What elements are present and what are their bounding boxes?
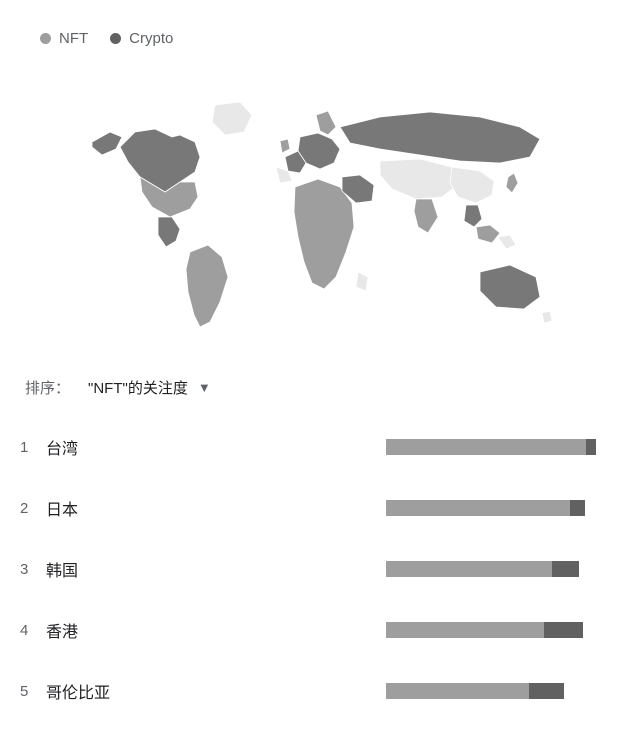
- table-row[interactable]: 2日本: [20, 477, 620, 538]
- world-map: [20, 77, 620, 347]
- rank-label: 香港: [46, 618, 386, 642]
- bar-segment-crypto: [544, 622, 583, 638]
- rank-label: 台湾: [46, 435, 386, 459]
- bar-segment-nft: [386, 683, 529, 699]
- chevron-down-icon: ▼: [198, 380, 211, 395]
- rank-number: 2: [20, 500, 46, 517]
- ranking-list: 1台湾2日本3韩国4香港5哥伦比亚: [20, 416, 620, 721]
- sort-label: 排序：: [25, 377, 70, 398]
- bar-segment-crypto: [529, 683, 565, 699]
- rank-number: 3: [20, 561, 46, 578]
- rank-bar: [386, 683, 596, 699]
- bar-segment-nft: [386, 500, 570, 516]
- rank-bar: [386, 622, 596, 638]
- bar-segment-crypto: [552, 561, 579, 577]
- table-row[interactable]: 5哥伦比亚: [20, 660, 620, 721]
- rank-bar: [386, 439, 596, 455]
- bar-segment-nft: [386, 622, 544, 638]
- rank-number: 4: [20, 622, 46, 639]
- legend-label: Crypto: [129, 30, 173, 47]
- legend: NFT Crypto: [40, 30, 620, 47]
- sort-dropdown-text: "NFT"的关注度: [88, 377, 188, 398]
- legend-item[interactable]: NFT: [40, 30, 88, 47]
- sort-dropdown[interactable]: "NFT"的关注度 ▼: [88, 377, 211, 398]
- legend-label: NFT: [59, 30, 88, 47]
- legend-dot-icon: [110, 33, 121, 44]
- table-row[interactable]: 1台湾: [20, 416, 620, 477]
- bar-segment-nft: [386, 439, 586, 455]
- bar-segment-nft: [386, 561, 552, 577]
- legend-dot-icon: [40, 33, 51, 44]
- bar-segment-crypto: [570, 500, 586, 516]
- table-row[interactable]: 4香港: [20, 599, 620, 660]
- rank-label: 日本: [46, 496, 386, 520]
- rank-label: 韩国: [46, 557, 386, 581]
- legend-item[interactable]: Crypto: [110, 30, 173, 47]
- rank-bar: [386, 500, 596, 516]
- sort-row: 排序： "NFT"的关注度 ▼: [25, 377, 620, 398]
- table-row[interactable]: 3韩国: [20, 538, 620, 599]
- rank-number: 5: [20, 683, 46, 700]
- rank-bar: [386, 561, 596, 577]
- bar-segment-crypto: [586, 439, 597, 455]
- rank-number: 1: [20, 439, 46, 456]
- rank-label: 哥伦比亚: [46, 679, 386, 703]
